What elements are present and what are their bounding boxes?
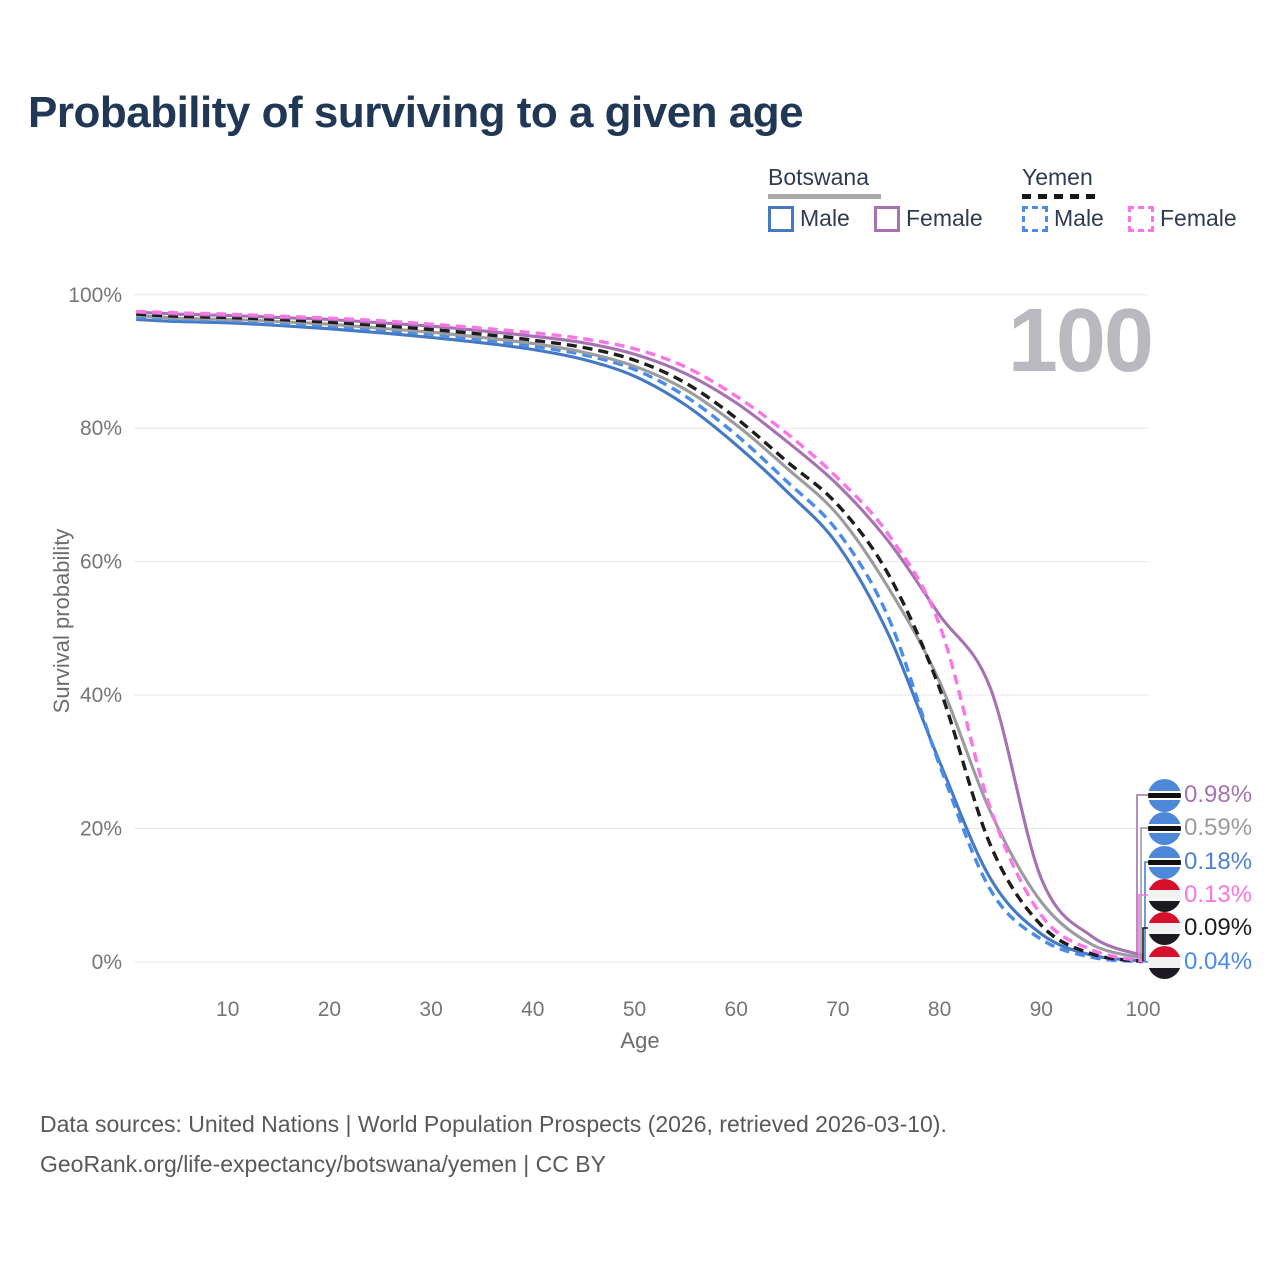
yemen-flag-icon — [1148, 945, 1181, 979]
x-tick-label: 60 — [725, 998, 748, 1021]
page-title: Probability of surviving to a given age — [28, 88, 804, 137]
legend-item-label: Female — [1160, 205, 1237, 231]
end-label-value: 0.98% — [1184, 781, 1253, 808]
y-axis-title: Survival probability — [49, 528, 74, 714]
botswana-flag-icon — [1148, 778, 1181, 812]
leader-line — [1140, 827, 1148, 959]
series-line-yemen-male[interactable] — [136, 315, 1144, 964]
x-tick-label: 50 — [623, 998, 646, 1021]
botswana-female-swatch-icon — [874, 205, 900, 232]
x-tick-label: 30 — [419, 998, 442, 1021]
end-label-yemen-male: 0.04% — [1148, 945, 1252, 979]
end-label-botswana-female: 0.98% — [1148, 778, 1252, 812]
legend-country-label: Yemen — [1022, 164, 1093, 190]
x-tick-label: 90 — [1030, 998, 1053, 1021]
source-url-line: GeoRank.org/life-expectancy/botswana/yem… — [40, 1151, 606, 1177]
legend-item-label: Male — [800, 205, 850, 231]
x-tick-label: 80 — [928, 998, 951, 1021]
legend-group-botswana[interactable]: Botswana — [768, 164, 881, 199]
legend-item-label: Male — [1054, 205, 1104, 231]
end-label-value: 0.59% — [1184, 814, 1253, 841]
botswana-male-swatch-icon — [768, 205, 794, 232]
x-tick-label: 70 — [826, 998, 849, 1021]
age-watermark: 100 — [1007, 291, 1154, 391]
series-line-botswana-male[interactable] — [136, 317, 1144, 963]
yemen-female-swatch-icon — [1128, 205, 1154, 232]
x-tick-label: 20 — [318, 998, 341, 1021]
leader-line — [1142, 927, 1148, 962]
series-line-yemen-female[interactable] — [136, 309, 1144, 963]
end-label-value: 0.18% — [1184, 848, 1253, 875]
botswana-flag-icon — [1148, 811, 1181, 845]
yemen-flag-icon — [1148, 878, 1181, 912]
x-axis-title: Age — [620, 1028, 660, 1053]
yemen-flag-icon — [1148, 911, 1181, 945]
end-label-yemen-female: 0.13% — [1148, 878, 1252, 912]
series-line-botswana[interactable] — [136, 313, 1144, 960]
series-line-yemen[interactable] — [136, 312, 1144, 964]
end-label-botswana-male: 0.18% — [1148, 845, 1252, 879]
legend-item-yemen-female[interactable]: Female — [1128, 205, 1237, 232]
x-tick-label: 40 — [521, 998, 544, 1021]
end-label-yemen: 0.09% — [1148, 911, 1252, 945]
legend-item-label: Female — [906, 205, 983, 231]
y-tick-label: 0% — [92, 951, 122, 974]
footer-note: Data sources: United Nations | World Pop… — [40, 1104, 947, 1184]
leader-line — [1143, 861, 1148, 962]
y-tick-label: 80% — [80, 417, 122, 440]
end-label-botswana: 0.59% — [1148, 811, 1252, 845]
y-tick-label: 20% — [80, 818, 122, 841]
end-label-value: 0.04% — [1184, 948, 1253, 975]
data-sources-line: Data sources: United Nations | World Pop… — [40, 1111, 947, 1137]
legend-group-yemen[interactable]: Yemen — [1022, 164, 1102, 199]
legend-yemen-line-sample — [1022, 194, 1102, 199]
legend-country-label: Botswana — [768, 164, 870, 190]
leader-line — [1138, 894, 1148, 962]
legend-item-botswana-female[interactable]: Female — [874, 205, 983, 232]
legend-item-yemen-male[interactable]: Male — [1022, 205, 1104, 232]
x-tick-label: 10 — [216, 998, 239, 1021]
yemen-male-swatch-icon — [1022, 205, 1048, 232]
botswana-flag-icon — [1148, 845, 1181, 879]
series-line-botswana-female[interactable] — [136, 310, 1144, 957]
y-tick-label: 100% — [68, 284, 122, 307]
end-label-value: 0.09% — [1184, 914, 1253, 941]
legend-botswana-line-sample — [768, 194, 881, 199]
leader-line — [1136, 794, 1148, 957]
legend-item-botswana-male[interactable]: Male — [768, 205, 850, 232]
x-tick-label: 100 — [1125, 998, 1160, 1021]
y-tick-label: 60% — [80, 551, 122, 574]
end-label-value: 0.13% — [1184, 881, 1253, 908]
y-tick-label: 40% — [80, 684, 122, 707]
